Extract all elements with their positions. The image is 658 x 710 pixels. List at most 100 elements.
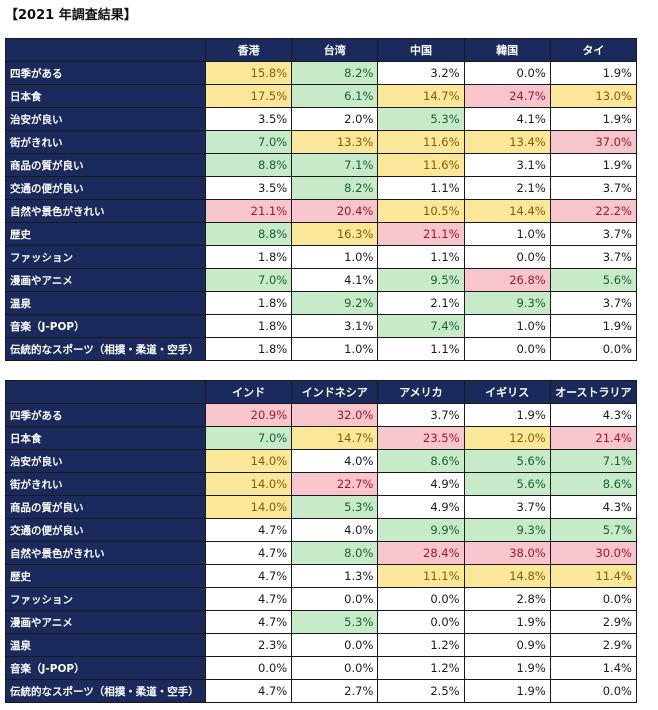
table-cell: 17.5% (204, 84, 293, 108)
table-row: 商品の質が良い 8.8% 7.1% 11.6% 3.1% 1.9% (5, 153, 637, 177)
table-cell: 1.9% (549, 107, 637, 131)
table-cell: 3.1% (463, 153, 551, 177)
table-cell: 0.0% (291, 587, 379, 611)
row-label: 漫画やアニメ (5, 268, 206, 292)
table-row: 四季がある 20.9% 32.0% 3.7% 1.9% 4.3% (5, 403, 637, 427)
column-header: インド (204, 380, 293, 404)
row-label: 温泉 (5, 291, 206, 315)
table-cell: 9.9% (377, 518, 465, 542)
table-cell: 0.0% (463, 337, 551, 361)
table-cell: 4.7% (204, 587, 293, 611)
table-cell: 2.5% (377, 679, 465, 703)
table-cell: 14.7% (377, 84, 465, 108)
table-row: ファッション 1.8% 1.0% 1.1% 0.0% 3.7% (5, 245, 637, 269)
table-row: 音楽（J-POP） 0.0% 0.0% 1.2% 1.9% 1.4% (5, 656, 637, 680)
table-cell: 8.2% (291, 176, 379, 200)
table-cell: 3.7% (549, 176, 637, 200)
table-cell: 20.9% (204, 403, 293, 427)
table-cell: 5.7% (549, 518, 637, 542)
table-row: 日本食 17.5% 6.1% 14.7% 24.7% 13.0% (5, 84, 637, 108)
table-cell: 1.0% (291, 245, 379, 269)
row-label: 商品の質が良い (5, 495, 206, 519)
table-cell: 2.1% (463, 176, 551, 200)
table-cell: 3.7% (463, 495, 551, 519)
table-cell: 0.0% (204, 656, 293, 680)
table-cell: 8.8% (204, 222, 293, 246)
table-cell: 16.3% (291, 222, 379, 246)
table-cell: 14.0% (204, 472, 293, 496)
table-cell: 9.3% (463, 291, 551, 315)
table-cell: 1.9% (549, 153, 637, 177)
table-cell: 21.4% (549, 426, 637, 450)
table-cell: 1.8% (204, 291, 293, 315)
table-cell: 26.8% (463, 268, 551, 292)
row-label: 四季がある (5, 61, 206, 85)
table-cell: 0.0% (291, 633, 379, 657)
table-row: 温泉 1.8% 9.2% 2.1% 9.3% 3.7% (5, 291, 637, 315)
table-cell: 11.4% (549, 564, 637, 588)
table-cell: 14.7% (291, 426, 379, 450)
table-cell: 5.3% (291, 610, 379, 634)
column-header: 中国 (377, 38, 465, 62)
table-cell: 13.3% (291, 130, 379, 154)
table-cell: 21.1% (204, 199, 293, 223)
table-cell: 1.4% (549, 656, 637, 680)
table-cell: 7.0% (204, 130, 293, 154)
table-row: 歴史 8.8% 16.3% 21.1% 1.0% 3.7% (5, 222, 637, 246)
table-cell: 0.0% (549, 679, 637, 703)
table-cell: 1.9% (463, 656, 551, 680)
table-cell: 1.3% (291, 564, 379, 588)
table-cell: 3.5% (204, 176, 293, 200)
row-label: 四季がある (5, 403, 206, 427)
table-cell: 3.2% (377, 61, 465, 85)
row-label: 日本食 (5, 84, 206, 108)
table-cell: 4.3% (549, 495, 637, 519)
row-label: 伝統的なスポーツ（相撲・柔道・空手） (5, 679, 206, 703)
row-label: ファッション (5, 587, 206, 611)
row-label: 商品の質が良い (5, 153, 206, 177)
row-label: 交通の便が良い (5, 518, 206, 542)
table-row: 自然や景色がきれい 4.7% 8.0% 28.4% 38.0% 30.0% (5, 541, 637, 565)
table-cell: 8.8% (204, 153, 293, 177)
table-cell: 7.0% (204, 426, 293, 450)
column-header: 台湾 (291, 38, 379, 62)
table-cell: 23.5% (377, 426, 465, 450)
table-cell: 1.8% (204, 314, 293, 338)
table-cell: 9.5% (377, 268, 465, 292)
table-row: 音楽（J-POP） 1.8% 3.1% 7.4% 1.0% 1.9% (5, 314, 637, 338)
table-cell: 1.2% (377, 633, 465, 657)
table-cell: 3.7% (549, 245, 637, 269)
table-cell: 7.0% (204, 268, 293, 292)
row-label: 温泉 (5, 633, 206, 657)
table-cell: 2.8% (463, 587, 551, 611)
table-cell: 1.2% (377, 656, 465, 680)
table-cell: 1.9% (549, 61, 637, 85)
table-cell: 0.9% (463, 633, 551, 657)
table-cell: 32.0% (291, 403, 379, 427)
table-row: 交通の便が良い 4.7% 4.0% 9.9% 9.3% 5.7% (5, 518, 637, 542)
table-cell: 7.4% (377, 314, 465, 338)
table-row: 商品の質が良い 14.0% 5.3% 4.9% 3.7% 4.3% (5, 495, 637, 519)
table-cell: 0.0% (291, 656, 379, 680)
row-label: 交通の便が良い (5, 176, 206, 200)
table-cell: 14.8% (463, 564, 551, 588)
table-cell: 4.7% (204, 610, 293, 634)
table-cell: 4.1% (463, 107, 551, 131)
column-header: アメリカ (377, 380, 465, 404)
row-label: 歴史 (5, 564, 206, 588)
table-cell: 1.0% (463, 222, 551, 246)
table-row: 漫画やアニメ 7.0% 4.1% 9.5% 26.8% 5.6% (5, 268, 637, 292)
table-row: 交通の便が良い 3.5% 8.2% 1.1% 2.1% 3.7% (5, 176, 637, 200)
table-cell: 28.4% (377, 541, 465, 565)
table-cell: 4.9% (377, 472, 465, 496)
table-cell: 1.9% (549, 314, 637, 338)
table-cell: 2.9% (549, 633, 637, 657)
table-cell: 2.3% (204, 633, 293, 657)
row-label: 音楽（J-POP） (5, 656, 206, 680)
row-label: 自然や景色がきれい (5, 199, 206, 223)
table-row: 街がきれい 14.0% 22.7% 4.9% 5.6% 8.6% (5, 472, 637, 496)
table-cell: 13.4% (463, 130, 551, 154)
table-cell: 3.7% (549, 291, 637, 315)
table-row: 自然や景色がきれい 21.1% 20.4% 10.5% 14.4% 22.2% (5, 199, 637, 223)
table-row: 治安が良い 14.0% 4.0% 8.6% 5.6% 7.1% (5, 449, 637, 473)
